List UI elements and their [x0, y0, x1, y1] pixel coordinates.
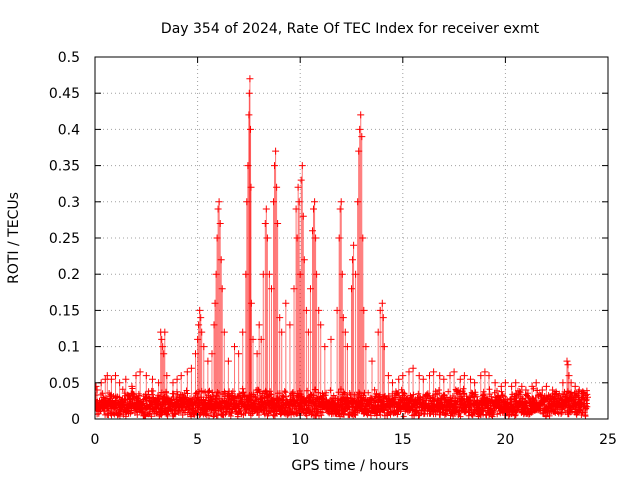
- x-axis-label: GPS time / hours: [291, 458, 408, 474]
- y-tick-label: 0.45: [49, 86, 80, 102]
- chart-title: Day 354 of 2024, Rate Of TEC Index for r…: [161, 21, 540, 37]
- axis-ticks: [94, 56, 609, 420]
- y-tick-label: 0.4: [58, 122, 80, 138]
- y-tick-label: 0.1: [58, 340, 80, 356]
- y-tick-label: 0.05: [49, 376, 80, 392]
- x-tick-label: 5: [193, 432, 202, 448]
- x-tick-label: 0: [91, 432, 100, 448]
- y-tick-label: 0.35: [49, 159, 80, 175]
- y-tick-labels: 0 0.05 0.1 0.15 0.2 0.25 0.3 0.35 0.4 0.45 0.5: [49, 50, 80, 428]
- y-tick-label: 0.3: [58, 195, 80, 211]
- x-tick-label: 10: [291, 432, 309, 448]
- y-tick-label: 0.5: [58, 50, 80, 66]
- x-tick-label: 25: [599, 432, 617, 448]
- x-tick-label: 15: [394, 432, 412, 448]
- marker-group: [95, 75, 591, 412]
- x-tick-label: 20: [496, 432, 514, 448]
- y-axis-label: ROTI / TECUs: [6, 192, 22, 284]
- data-points: [95, 75, 591, 419]
- y-tick-label: 0.2: [58, 267, 80, 283]
- y-tick-label: 0: [71, 412, 80, 428]
- x-tick-labels: 0 5 10 15 20 25: [91, 432, 617, 448]
- y-tick-label: 0.25: [49, 231, 80, 247]
- y-tick-label: 0.15: [49, 303, 80, 319]
